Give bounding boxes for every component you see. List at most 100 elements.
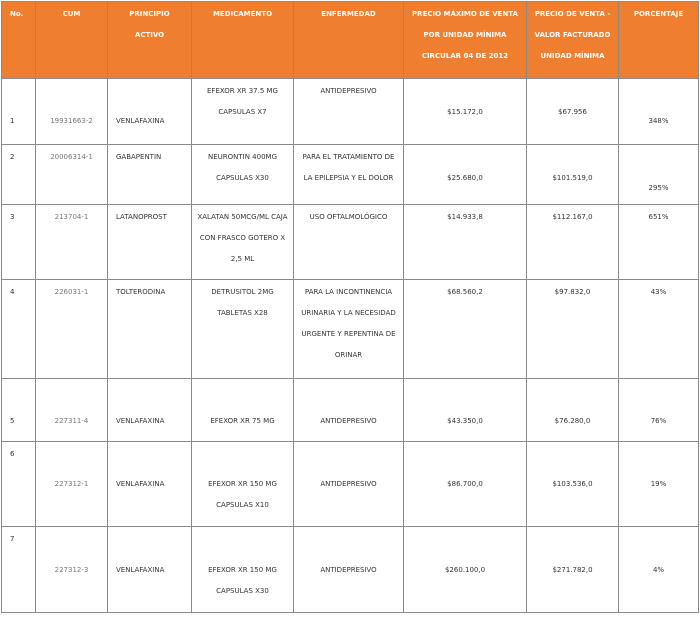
cell-medicamento-text: 2,5 ML [230,255,255,263]
cell-enfermedad-text: URGENTE Y REPENTINA DE [301,330,396,338]
cell-porcentaje-text: 19% [650,480,667,488]
header-row: No. CUM PRINCIPIO ACTIVO MEDICAMENTO ENFE… [1,1,699,79]
cell-precio-venta: $67.956 [526,78,619,145]
header-cum: CUM [35,1,108,79]
cell-enfermedad-text: PARA EL TRATAMIENTO DE [302,153,395,161]
cell-precio-max: $86.700,0 [403,441,527,527]
cell-cum: 227312-1 [35,441,108,527]
cell-medicamento: EFEXOR XR 37.5 MG CAPSULAS X7 [191,78,294,145]
cell-precio-venta-text: $76.280,0 [554,417,591,425]
cell-enfermedad-text: URINARIA Y LA NECESIDAD [301,309,396,317]
cell-principio: VENLAFAXINA [107,526,192,613]
cell-principio-text: VENLAFAXINA [116,117,165,125]
cell-medicamento-text: EFEXOR XR 75 MG [210,417,275,425]
table-row: 4 226031-1 TOLTERODINA DETRUSITOL 2MG TABLET… [1,279,699,379]
cell-no-text: 4 [10,288,15,296]
cell-precio-venta-text: $271.782,0 [552,566,593,574]
header-precio-max: PRECIO MÁXIMO DE VENTA POR UNIDAD MÍNIMA C… [403,1,527,79]
cell-medicamento-text: EFEXOR XR 150 MG [208,480,277,488]
cell-precio-venta-text: $101.519,0 [552,174,593,182]
cell-no-text: 1 [10,117,15,125]
cell-cum-text: 20006314-1 [50,153,93,161]
cell-principio: VENLAFAXINA [107,441,192,527]
cell-cum: 20006314-1 [35,144,108,205]
cell-cum-text: 227311-4 [54,417,89,425]
cell-precio-venta: $97.832,0 [526,279,619,379]
header-no: No. [1,1,36,79]
cell-porcentaje-text: 651% [648,213,669,221]
cell-no-text: 3 [10,213,15,221]
cell-enfermedad-text: ANTIDEPRESIVO [320,566,377,574]
cell-cum: 227312-3 [35,526,108,613]
cell-precio-max-text: $43.350,0 [447,417,483,425]
cell-precio-max-text: $25.680,0 [447,174,483,182]
cell-porcentaje-text: 4% [652,566,665,574]
cell-cum-text: 227312-1 [54,480,89,488]
cell-enfermedad: PARA LA INCONTINENCIA URINARIA Y LA NECES… [293,279,404,379]
cell-no-text: 6 [10,450,15,458]
cell-principio-text: TOLTERODINA [116,288,166,296]
cell-medicamento-text: EFEXOR XR 150 MG [208,566,277,574]
header-medicamento: MEDICAMENTO [191,1,294,79]
header-enfermedad: ENFERMEDAD [293,1,404,79]
cell-porcentaje: 4% [618,526,699,613]
cell-principio: LATANOPROST [107,204,192,280]
cell-enfermedad-text: LA EPILEPSIA Y EL DOLOR [303,174,394,182]
cell-cum: 226031-1 [35,279,108,379]
cell-medicamento: NEURONTIN 400MG CAPSULAS X30 [191,144,294,205]
cell-porcentaje-text: 348% [648,117,669,125]
cell-enfermedad: ANTIDEPRESIVO [293,441,404,527]
cell-precio-venta-text: $67.956 [558,108,587,116]
cell-principio-text: VENLAFAXINA [116,566,165,574]
cell-porcentaje: 295% [618,144,699,205]
cell-precio-venta-text: $97.832,0 [554,288,591,296]
cell-precio-max-text: $86.700,0 [447,480,483,488]
cell-enfermedad-text: ANTIDEPRESIVO [320,87,377,95]
cell-precio-max-text: $14.933,8 [447,213,483,221]
cell-precio-max: $15.172,0 [403,78,527,145]
cell-enfermedad: ANTIDEPRESIVO [293,526,404,613]
table-row: 3 213704-1 LATANOPROST XALATAN 50MCG/ML CAJ… [1,204,699,280]
cell-medicamento-text: CAPSULAS X10 [216,501,269,509]
cell-cum-text: 213704-1 [54,213,89,221]
cell-medicamento: EFEXOR XR 150 MG CAPSULAS X30 [191,526,294,613]
cell-medicamento-text: CAPSULAS X30 [216,174,269,182]
cell-cum: 213704-1 [35,204,108,280]
cell-precio-max-text: $68.560,2 [447,288,483,296]
cell-medicamento: EFEXOR XR 150 MG CAPSULAS X10 [191,441,294,527]
cell-no: 6 [1,441,36,527]
cell-precio-venta-text: $103.536,0 [552,480,593,488]
cell-principio: GABAPENTIN [107,144,192,205]
cell-precio-max-text: $15.172,0 [447,108,483,116]
cell-medicamento-text: NEURONTIN 400MG [207,153,278,161]
header-porcentaje: PORCENTAJE [618,1,699,79]
cell-precio-max: $43.350,0 [403,378,527,442]
cell-cum-text: 227312-3 [54,566,89,574]
cell-porcentaje: 19% [618,441,699,527]
cell-no: 2 [1,144,36,205]
cell-no: 1 [1,78,36,145]
cell-precio-venta: $103.536,0 [526,441,619,527]
cell-porcentaje: 43% [618,279,699,379]
cell-porcentaje-text: 43% [650,288,667,296]
cell-medicamento-text: CON FRASCO GOTERO X [199,234,286,242]
cell-porcentaje: 651% [618,204,699,280]
cell-medicamento: EFEXOR XR 75 MG [191,378,294,442]
cell-principio-text: GABAPENTIN [116,153,162,161]
cell-precio-max-text: $260.100,0 [444,566,486,574]
cell-no: 7 [1,526,36,613]
header-principio: PRINCIPIO ACTIVO [107,1,192,79]
cell-cum: 227311-4 [35,378,108,442]
cell-no: 5 [1,378,36,442]
cell-no-text: 7 [10,535,15,543]
cell-enfermedad-text: PARA LA INCONTINENCIA [304,288,393,296]
cell-principio-text: VENLAFAXINA [116,480,165,488]
cell-precio-venta: $76.280,0 [526,378,619,442]
cell-principio: TOLTERODINA [107,279,192,379]
cell-principio: VENLAFAXINA [107,378,192,442]
cell-no: 4 [1,279,36,379]
cell-cum: 19931663-2 [35,78,108,145]
header-precio-venta: PRECIO DE VENTA - VALOR FACTURADO UNIDAD M… [526,1,619,79]
table-row: 6 227312-1 VENLAFAXINA EFEXOR XR 150 MG CAPS… [1,441,699,527]
